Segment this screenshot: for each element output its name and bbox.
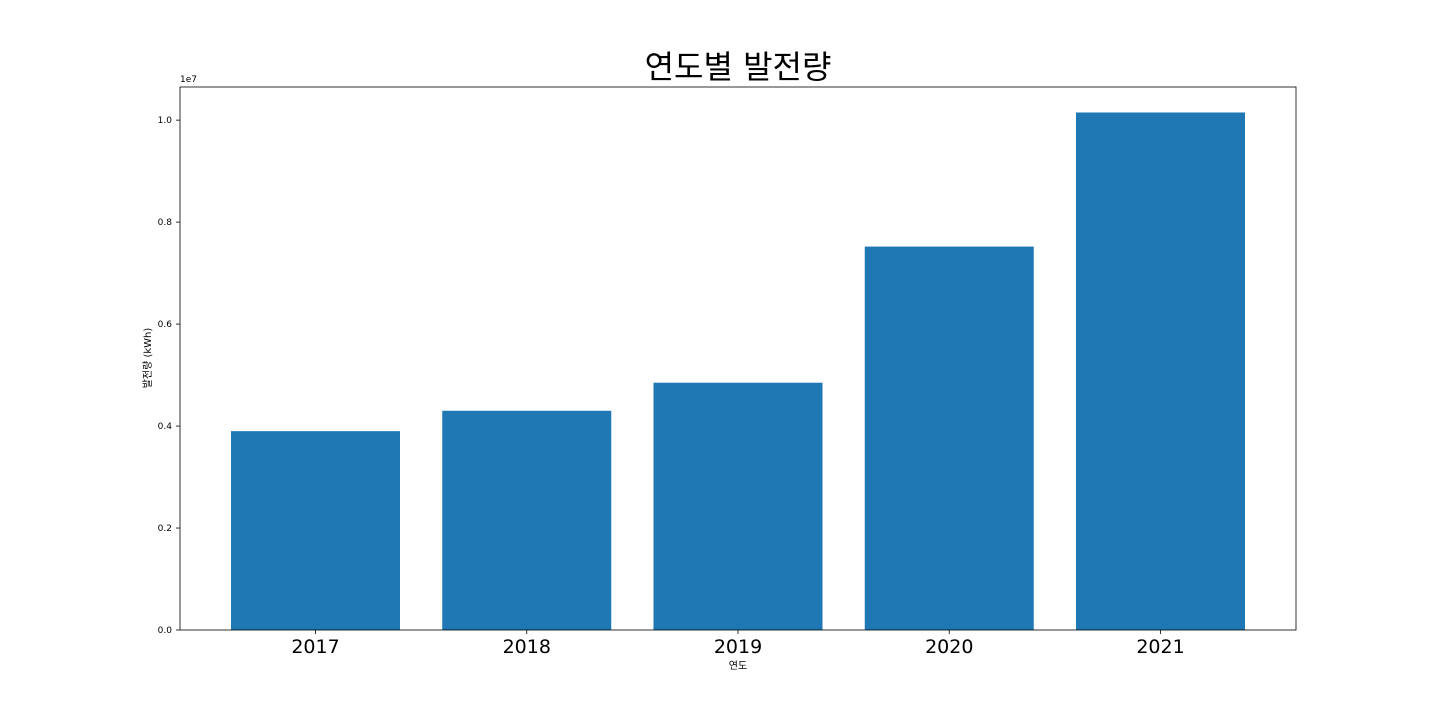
x-tick-label: 2021 [1136,636,1184,658]
y-tick-label: 1.0 [158,116,173,126]
y-tick-label: 0.8 [158,218,173,228]
y-tick-label: 0.6 [158,320,173,330]
x-tick-label: 2020 [925,636,973,658]
plot-frame [179,86,1297,631]
y-axis: 0.0 0.2 0.4 0.6 0.8 1.0 [158,116,180,636]
y-tick-label: 0.2 [158,524,172,534]
bar-2019 [653,382,823,630]
bar-2021 [1076,112,1245,630]
x-axis: 2017 2018 2019 2020 2021 [291,630,1185,658]
x-tick-label: 2019 [714,636,762,658]
bar-2017 [231,431,400,630]
y-tick-label: 0.0 [158,626,173,636]
x-tick-label: 2017 [291,636,339,658]
bar-2018 [442,410,612,630]
bar-2020 [864,246,1034,630]
y-axis-label: 발전량 (kWh) [142,328,154,389]
bars-group [231,112,1245,630]
x-axis-label: 연도 [729,660,747,672]
x-tick-label: 2018 [503,636,551,658]
chart-title: 연도별 발전량 [645,48,832,86]
y-tick-label: 0.4 [158,422,173,432]
y-offset-label: 1e7 [180,75,197,85]
